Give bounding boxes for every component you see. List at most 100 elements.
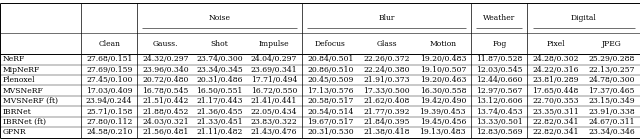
Text: 12.44/0.660: 12.44/0.660 (476, 76, 522, 84)
Text: 19.10/0.507: 19.10/0.507 (420, 66, 466, 74)
Text: 19.39/0.453: 19.39/0.453 (420, 108, 466, 116)
Text: 23.83/0.322: 23.83/0.322 (251, 118, 298, 126)
Text: 17.13/0.576: 17.13/0.576 (307, 87, 353, 95)
Text: 19.67/0.517: 19.67/0.517 (307, 118, 353, 126)
Text: 19.20/0.483: 19.20/0.483 (420, 55, 466, 63)
Text: Noise: Noise (209, 14, 231, 22)
Text: 20.31/0.530: 20.31/0.530 (307, 128, 354, 136)
Text: 23.35/0.311: 23.35/0.311 (532, 108, 579, 116)
Text: 21.38/0.418: 21.38/0.418 (364, 128, 410, 136)
Text: 16.50/0.551: 16.50/0.551 (196, 87, 243, 95)
Text: 21.43/0.476: 21.43/0.476 (251, 128, 297, 136)
Text: 19.45/0.456: 19.45/0.456 (420, 118, 466, 126)
Text: Clean: Clean (98, 40, 120, 48)
Text: 19.13/0.483: 19.13/0.483 (420, 128, 466, 136)
Text: 21.77/0.392: 21.77/0.392 (364, 108, 410, 116)
Text: GPNR: GPNR (3, 128, 26, 136)
Text: 27.68/0.151: 27.68/0.151 (86, 55, 132, 63)
Text: 22.82/0.341: 22.82/0.341 (532, 128, 579, 136)
Text: 19.42/0.490: 19.42/0.490 (420, 97, 466, 105)
Text: MVSNeRF: MVSNeRF (3, 87, 44, 95)
Text: Impulse: Impulse (259, 40, 289, 48)
Text: 22.13/0.257: 22.13/0.257 (589, 66, 635, 74)
Text: 16.30/0.558: 16.30/0.558 (420, 87, 466, 95)
Text: 23.15/0.349: 23.15/0.349 (589, 97, 635, 105)
Text: Plenoxel: Plenoxel (3, 76, 35, 84)
Text: 21.33/0.451: 21.33/0.451 (196, 118, 243, 126)
Text: Weather: Weather (483, 14, 515, 22)
Text: 25.71/0.158: 25.71/0.158 (86, 108, 132, 116)
Text: 20.54/0.514: 20.54/0.514 (307, 108, 353, 116)
Text: 21.91/0.373: 21.91/0.373 (364, 76, 410, 84)
Text: 17.71/0.494: 17.71/0.494 (251, 76, 297, 84)
Text: 13.33/0.501: 13.33/0.501 (476, 118, 523, 126)
Text: Motion: Motion (429, 40, 456, 48)
Text: 13.74/0.453: 13.74/0.453 (476, 108, 522, 116)
Text: MVSNeRF (ft): MVSNeRF (ft) (3, 97, 58, 105)
Text: Digital: Digital (571, 14, 596, 22)
Text: Pixel: Pixel (546, 40, 565, 48)
Text: 12.03/0.545: 12.03/0.545 (476, 66, 522, 74)
Text: 23.96/0.340: 23.96/0.340 (142, 66, 189, 74)
Text: MipNeRF: MipNeRF (3, 66, 40, 74)
Text: JPEG: JPEG (602, 40, 621, 48)
Text: 20.45/0.509: 20.45/0.509 (307, 76, 353, 84)
Text: 24.22/0.316: 24.22/0.316 (532, 66, 579, 74)
Text: Gauss.: Gauss. (153, 40, 179, 48)
Text: 27.69/0.159: 27.69/0.159 (86, 66, 132, 74)
Text: 12.83/0.569: 12.83/0.569 (476, 128, 522, 136)
Text: 21.51/0.442: 21.51/0.442 (142, 97, 189, 105)
Text: Glass: Glass (376, 40, 397, 48)
Text: 21.11/0.482: 21.11/0.482 (196, 128, 243, 136)
Text: 17.65/0.448: 17.65/0.448 (532, 87, 579, 95)
Text: 23.34/0.345: 23.34/0.345 (196, 66, 243, 74)
Text: 20.84/0.501: 20.84/0.501 (307, 55, 353, 63)
Text: Blur: Blur (378, 14, 395, 22)
Text: 23.69/0.341: 23.69/0.341 (251, 66, 298, 74)
Text: 17.33/0.500: 17.33/0.500 (364, 87, 410, 95)
Text: 24.03/0.321: 24.03/0.321 (142, 118, 189, 126)
Text: IBRNet: IBRNet (3, 108, 31, 116)
Text: 21.84/0.395: 21.84/0.395 (364, 118, 410, 126)
Text: 22.82/0.341: 22.82/0.341 (532, 118, 579, 126)
Text: Shot: Shot (211, 40, 228, 48)
Text: 24.32/0.297: 24.32/0.297 (142, 55, 189, 63)
Text: 27.80/0.112: 27.80/0.112 (86, 118, 132, 126)
Text: NeRF: NeRF (3, 55, 25, 63)
Text: 22.24/0.380: 22.24/0.380 (364, 66, 410, 74)
Text: 24.58/0.210: 24.58/0.210 (86, 128, 132, 136)
Text: 21.17/0.443: 21.17/0.443 (196, 97, 243, 105)
Text: 17.03/0.409: 17.03/0.409 (86, 87, 132, 95)
Text: 16.72/0.550: 16.72/0.550 (251, 87, 297, 95)
Text: 24.04/0.297: 24.04/0.297 (251, 55, 297, 63)
Text: 12.97/0.567: 12.97/0.567 (476, 87, 522, 95)
Text: 23.91/0.338: 23.91/0.338 (588, 108, 636, 116)
Text: Fog: Fog (492, 40, 506, 48)
Text: 16.78/0.545: 16.78/0.545 (142, 87, 189, 95)
Text: 23.94/0.244: 23.94/0.244 (86, 97, 132, 105)
Text: 22.26/0.372: 22.26/0.372 (364, 55, 410, 63)
Text: 27.45/0.100: 27.45/0.100 (86, 76, 132, 84)
Text: 21.88/0.452: 21.88/0.452 (142, 108, 189, 116)
Text: 17.37/0.465: 17.37/0.465 (589, 87, 635, 95)
Text: 20.58/0.517: 20.58/0.517 (307, 97, 353, 105)
Text: 24.78/0.300: 24.78/0.300 (589, 76, 635, 84)
Text: 25.29/0.288: 25.29/0.288 (589, 55, 635, 63)
Text: 11.87/0.528: 11.87/0.528 (476, 55, 522, 63)
Text: 22.70/0.353: 22.70/0.353 (532, 97, 579, 105)
Text: Defocus: Defocus (315, 40, 346, 48)
Text: 21.41/0.441: 21.41/0.441 (251, 97, 297, 105)
Text: 21.62/0.408: 21.62/0.408 (364, 97, 410, 105)
Text: 22.05/0.434: 22.05/0.434 (251, 108, 297, 116)
Text: 20.72/0.480: 20.72/0.480 (142, 76, 189, 84)
Text: 23.81/0.289: 23.81/0.289 (532, 76, 579, 84)
Text: 20.86/0.510: 20.86/0.510 (307, 66, 353, 74)
Text: 24.67/0.311: 24.67/0.311 (589, 118, 635, 126)
Text: 20.31/0.486: 20.31/0.486 (196, 76, 243, 84)
Text: IBRNet (ft): IBRNet (ft) (3, 118, 45, 126)
Text: 24.28/0.302: 24.28/0.302 (532, 55, 579, 63)
Text: 13.12/0.606: 13.12/0.606 (476, 97, 522, 105)
Text: 19.20/0.463: 19.20/0.463 (420, 76, 466, 84)
Text: 21.36/0.455: 21.36/0.455 (196, 108, 243, 116)
Text: 23.74/0.300: 23.74/0.300 (196, 55, 243, 63)
